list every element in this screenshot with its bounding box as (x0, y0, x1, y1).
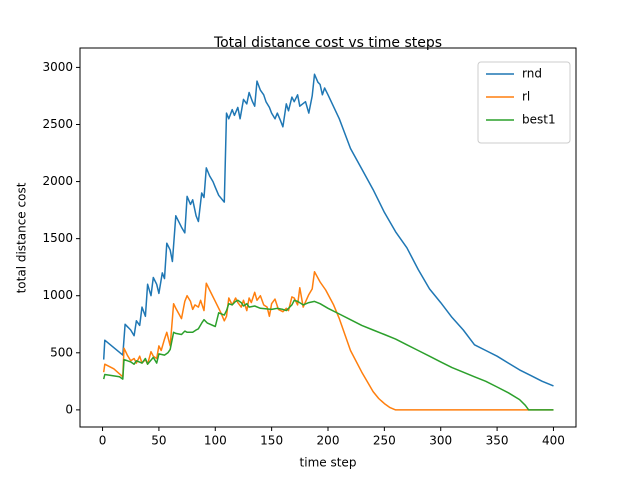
x-tick-label: 250 (373, 434, 396, 448)
y-tick-label: 3000 (42, 60, 73, 74)
x-tick-label: 350 (486, 434, 509, 448)
x-tick-label: 50 (151, 434, 166, 448)
y-tick-label: 2500 (42, 117, 73, 131)
line-series (102, 73, 554, 387)
legend-label: best1 (522, 113, 556, 127)
y-tick-label: 2000 (42, 174, 73, 188)
x-tick-label: 200 (317, 434, 340, 448)
legend-box (477, 61, 571, 144)
line-series (102, 270, 554, 411)
x-tick-label: 150 (260, 434, 283, 448)
y-tick-label: 1500 (42, 231, 73, 245)
legend-label: rnd (522, 67, 542, 81)
y-tick-label: 1000 (42, 288, 73, 302)
x-tick-label: 100 (204, 434, 227, 448)
line-series (102, 299, 554, 411)
x-tick-label: 0 (99, 434, 107, 448)
y-tick-label: 0 (65, 402, 73, 416)
legend-label: rl (522, 90, 530, 104)
x-tick-label: 300 (429, 434, 452, 448)
y-axis-label: total distance cost (15, 182, 29, 293)
x-axis-label: time step (300, 456, 357, 470)
y-tick-label: 500 (50, 345, 73, 359)
x-tick-label: 400 (542, 434, 565, 448)
chart-title: Total distance cost vs time steps (213, 35, 442, 51)
